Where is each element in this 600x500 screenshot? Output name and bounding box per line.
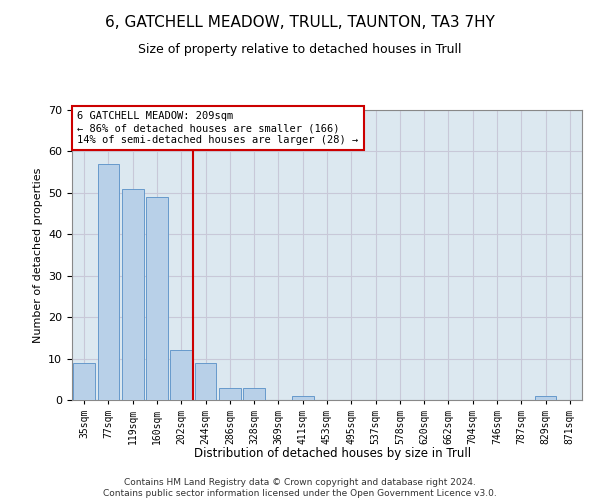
Bar xyxy=(243,388,265,400)
Bar xyxy=(146,197,168,400)
Bar xyxy=(194,362,217,400)
Bar xyxy=(292,396,314,400)
Bar xyxy=(535,396,556,400)
Text: Distribution of detached houses by size in Trull: Distribution of detached houses by size … xyxy=(194,448,472,460)
Y-axis label: Number of detached properties: Number of detached properties xyxy=(32,168,43,342)
Bar xyxy=(219,388,241,400)
Bar xyxy=(122,188,143,400)
Text: Size of property relative to detached houses in Trull: Size of property relative to detached ho… xyxy=(138,42,462,56)
Text: 6 GATCHELL MEADOW: 209sqm
← 86% of detached houses are smaller (166)
14% of semi: 6 GATCHELL MEADOW: 209sqm ← 86% of detac… xyxy=(77,112,358,144)
Text: Contains HM Land Registry data © Crown copyright and database right 2024.
Contai: Contains HM Land Registry data © Crown c… xyxy=(103,478,497,498)
Text: 6, GATCHELL MEADOW, TRULL, TAUNTON, TA3 7HY: 6, GATCHELL MEADOW, TRULL, TAUNTON, TA3 … xyxy=(105,15,495,30)
Bar xyxy=(73,362,95,400)
Bar xyxy=(170,350,192,400)
Bar xyxy=(97,164,119,400)
